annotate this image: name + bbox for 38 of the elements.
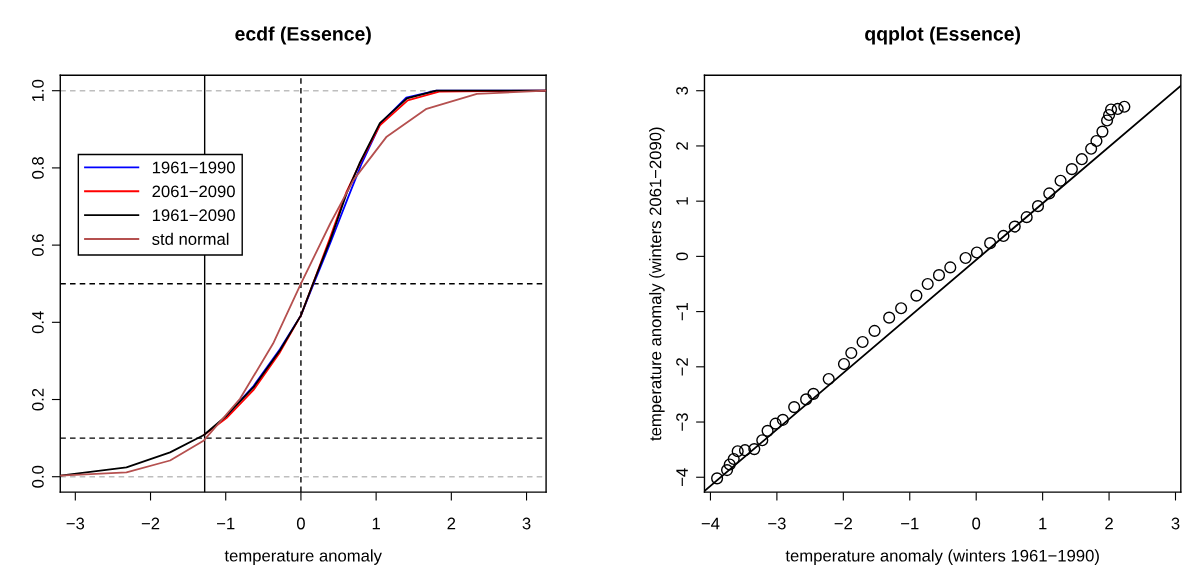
x-tick-label: −2 xyxy=(141,517,160,530)
x-tick-label: 1 xyxy=(1039,517,1047,530)
y-tick-label: −1 xyxy=(676,302,688,321)
y-tick-label: 3 xyxy=(676,86,688,95)
legend-label: std normal xyxy=(152,232,229,245)
y-tick-label: 0.6 xyxy=(31,234,44,257)
legend-label: 1961−1990 xyxy=(152,161,235,174)
y-tick-label: 0.2 xyxy=(31,388,44,411)
x-tick-label: 3 xyxy=(1171,517,1180,530)
y-tick-label: 1 xyxy=(676,197,688,205)
x-tick-label: 2 xyxy=(447,517,456,530)
y-tick-label: 1.0 xyxy=(31,79,44,102)
x-tick-label: −4 xyxy=(701,517,720,530)
y-tick-label: 2 xyxy=(676,142,688,150)
x-tick-label: −3 xyxy=(66,517,85,530)
x-axis-title: temperature anomaly (winters 1961−1990) xyxy=(785,549,1099,565)
y-tick-label: 0 xyxy=(676,252,688,261)
x-tick-label: −1 xyxy=(217,517,235,530)
y-axis-title: temperature anomaly (winters 2061−2090) xyxy=(649,127,665,441)
y-tick-label: −2 xyxy=(676,358,688,376)
y-tick-label: −3 xyxy=(676,413,688,431)
x-tick-label: 0 xyxy=(972,517,981,530)
y-tick-label: −4 xyxy=(676,468,688,486)
chart-title: ecdf (Essence) xyxy=(235,26,371,45)
x-tick-label: 2 xyxy=(1105,517,1113,530)
legend-label: 2061−2090 xyxy=(152,185,235,198)
x-axis-title: temperature anomaly xyxy=(224,549,382,565)
x-tick-label: 3 xyxy=(522,517,531,530)
x-tick-label: 0 xyxy=(296,517,305,530)
x-tick-label: −3 xyxy=(768,517,786,530)
legend-label: 1961−2090 xyxy=(152,209,235,222)
y-tick-label: 0.0 xyxy=(31,465,44,488)
x-tick-label: −2 xyxy=(834,517,852,530)
chart-title: qqplot (Essence) xyxy=(865,26,1021,45)
x-tick-label: −1 xyxy=(901,517,919,530)
y-tick-label: 0.4 xyxy=(31,311,44,334)
x-tick-label: 1 xyxy=(372,517,380,530)
y-tick-label: 0.8 xyxy=(31,157,44,179)
